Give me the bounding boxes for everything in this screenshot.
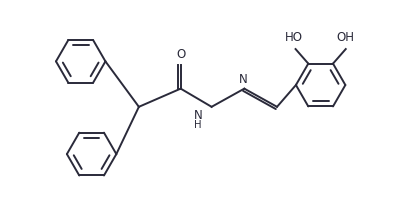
Text: N: N (194, 109, 202, 122)
Text: O: O (176, 48, 185, 61)
Text: HO: HO (285, 31, 303, 44)
Text: N: N (239, 73, 248, 86)
Text: OH: OH (337, 31, 355, 44)
Text: H: H (194, 119, 202, 130)
